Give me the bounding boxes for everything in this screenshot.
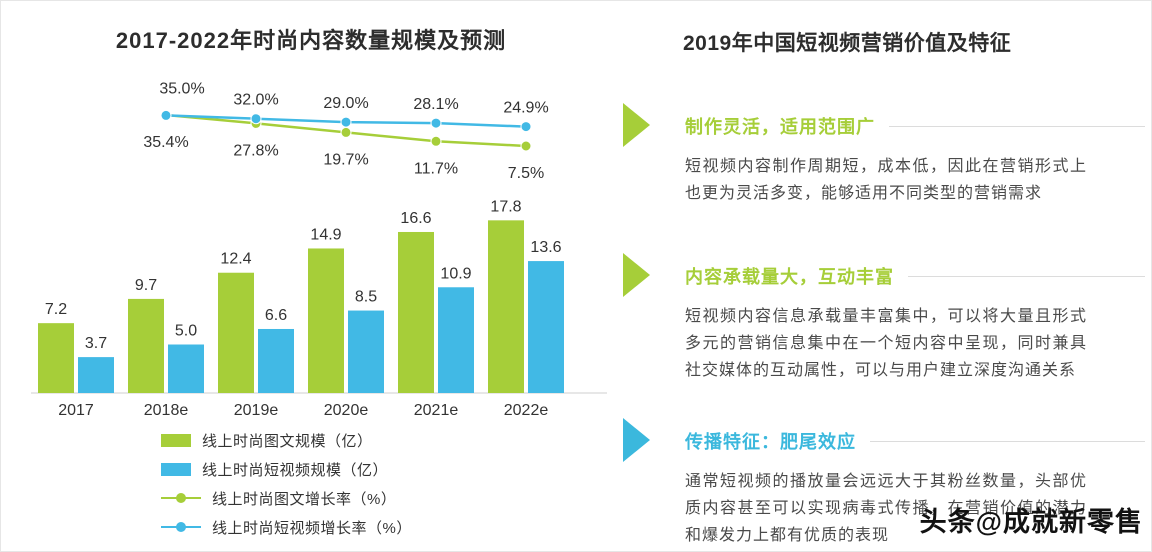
feature-section-2: 内容承载量大，互动丰富短视频内容信息承载量丰富集中，可以将大量且形式多元的营销信… <box>623 253 1145 384</box>
chart-legend: 线上时尚图文规模（亿） 线上时尚短视频规模（亿） 线上时尚图文增长率（%） 线上时尚短… <box>161 430 412 537</box>
pct-value-label: 27.8% <box>233 142 278 159</box>
bar <box>38 323 74 393</box>
arrow-right-icon <box>623 103 650 147</box>
bar <box>78 357 114 393</box>
combo-chart-canvas: 7.2 9.7 12.4 14.9 16.6 17.8 3.7 5.0 6.6 8.5 10.9 13… <box>31 80 607 419</box>
pct-value-label: 24.9% <box>503 100 548 117</box>
legend-label: 线上时尚短视频规模（亿） <box>202 461 389 479</box>
legend-marker-dot-icon <box>176 522 186 532</box>
category-label: 2021e <box>414 402 459 419</box>
legend-line-swatch-icon <box>161 493 201 503</box>
chart-title: 2017-2022年时尚内容数量规模及预测 <box>115 28 507 53</box>
bar <box>258 328 294 393</box>
bar-value-label: 5.0 <box>175 323 197 340</box>
bar-value-label: 7.2 <box>45 301 67 318</box>
feature-section-1: 制作灵活，适用范围广短视频内容制作周期短，成本低，因此在营销形式上也更为灵活多变… <box>623 103 1145 207</box>
legend-label: 线上时尚图文规模（亿） <box>202 432 373 450</box>
legend-item: 线上时尚短视频增长率（%） <box>161 517 412 537</box>
legend-item: 线上时尚图文增长率（%） <box>161 488 412 508</box>
legend-line-swatch-icon <box>161 522 201 532</box>
watermark-text: 头条@成就新零售 <box>919 507 1143 537</box>
section-header: 制作灵活，适用范围广 <box>685 113 1145 139</box>
bar-value-label: 8.5 <box>355 289 377 306</box>
bar <box>308 248 344 393</box>
line-marker <box>430 135 442 147</box>
arrow-right-icon <box>623 253 650 297</box>
section-header: 传播特征：肥尾效应 <box>685 428 1145 454</box>
line-marker <box>250 113 262 125</box>
line-marker <box>520 121 532 133</box>
category-label: 2022e <box>504 402 549 419</box>
category-label: 2017 <box>58 402 94 419</box>
bar-value-label: 10.9 <box>440 265 471 282</box>
legend-bar-swatch-icon <box>161 462 191 476</box>
pct-value-label: 29.0% <box>323 95 368 112</box>
pct-value-label: 7.5% <box>508 165 544 182</box>
category-label: 2019e <box>234 402 279 419</box>
section-body: 通常短视频的播放量会远远大于其粉丝数量，头部优质内容甚至可以实现病毒式传播，在营… <box>685 473 1087 544</box>
divider-line <box>889 125 1145 127</box>
pct-value-label: 28.1% <box>413 96 458 113</box>
line-marker <box>520 140 532 152</box>
arrow-right-icon <box>623 418 650 462</box>
bar <box>528 261 564 393</box>
section-header: 内容承载量大，互动丰富 <box>685 263 1145 289</box>
line-marker <box>430 117 442 129</box>
bar-value-label: 17.8 <box>490 198 521 215</box>
bar <box>398 231 434 393</box>
line-marker <box>160 109 172 121</box>
bar-value-label: 9.7 <box>135 277 157 294</box>
divider-line <box>908 275 1145 277</box>
category-label: 2018e <box>144 402 189 419</box>
legend-label: 线上时尚图文增长率（%） <box>212 490 397 508</box>
pct-value-label: 11.7% <box>414 160 458 177</box>
bar <box>168 344 204 393</box>
pct-value-label: 19.7% <box>323 151 368 168</box>
category-label: 2020e <box>324 402 369 419</box>
section-heading: 内容承载量大，互动丰富 <box>685 267 894 287</box>
bar-value-label: 14.9 <box>310 226 341 243</box>
legend-label: 线上时尚短视频增长率（%） <box>212 519 412 537</box>
bar <box>438 287 474 393</box>
bar-value-label: 12.4 <box>220 251 251 268</box>
bar-value-label: 13.6 <box>530 239 561 256</box>
bar-value-label: 3.7 <box>85 335 107 352</box>
legend-marker-dot-icon <box>176 493 186 503</box>
line-marker <box>340 116 352 128</box>
legend-item: 线上时尚短视频规模（亿） <box>161 459 412 479</box>
bar-value-label: 16.6 <box>400 210 431 227</box>
legend-item: 线上时尚图文规模（亿） <box>161 430 412 450</box>
bar <box>488 220 524 393</box>
section-heading: 制作灵活，适用范围广 <box>685 117 875 137</box>
section-body: 短视频内容信息承载量丰富集中，可以将大量且形式多元的营销信息集中在一个短内容中呈… <box>685 308 1087 379</box>
bar <box>348 310 384 393</box>
bar <box>128 298 164 393</box>
pct-value-label: 35.4% <box>143 134 188 151</box>
divider-line <box>870 440 1145 442</box>
bar <box>218 272 254 393</box>
section-body: 短视频内容制作周期短，成本低，因此在营销形式上也更为灵活多变，能够适用不同类型的… <box>685 158 1087 202</box>
legend-bar-swatch-icon <box>161 433 191 447</box>
feature-sections: 制作灵活，适用范围广短视频内容制作周期短，成本低，因此在营销形式上也更为灵活多变… <box>623 103 1145 549</box>
features-panel: 2019年中国短视频营销价值及特征 制作灵活，适用范围广短视频内容制作周期短，成… <box>623 11 1145 549</box>
pct-value-label: 35.0% <box>159 80 204 97</box>
bar-value-label: 6.6 <box>265 307 287 324</box>
line-marker <box>340 126 352 138</box>
section-heading: 传播特征：肥尾效应 <box>685 432 856 452</box>
pct-value-label: 32.0% <box>233 92 278 109</box>
panel-title: 2019年中国短视频营销价值及特征 <box>683 32 1012 55</box>
